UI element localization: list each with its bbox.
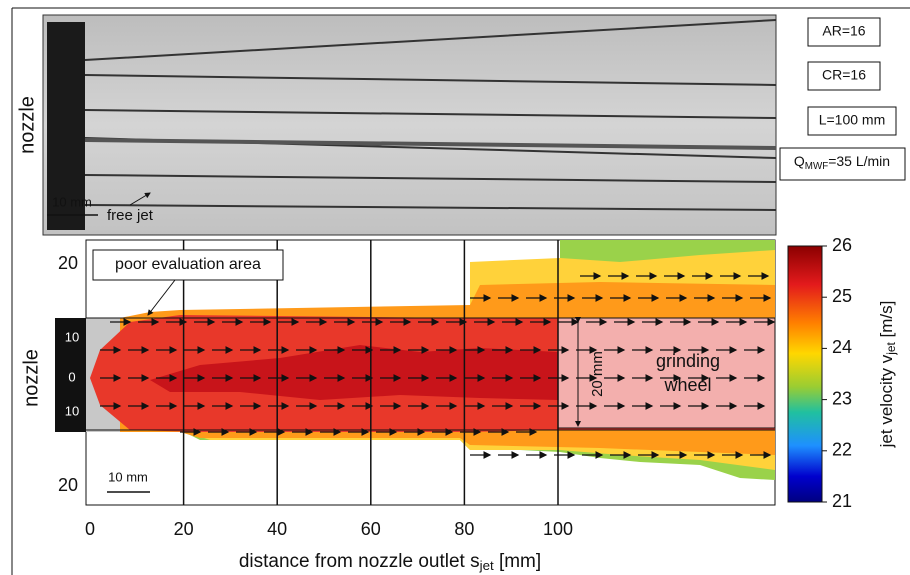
x-tick-label: 20 (174, 519, 194, 539)
text-part: =35 L/min (828, 153, 890, 169)
y-tick-label: 20 (58, 475, 78, 495)
text-part: jet (479, 558, 494, 573)
text-part: [m/s] (877, 301, 896, 343)
colorbar-tick-label: 21 (832, 491, 852, 511)
nozzle-tick-label: 10 (65, 329, 79, 344)
colorbar-label: jet velocity vjet [m/s] (877, 301, 898, 449)
colorbar-tick-label: 26 (832, 235, 852, 255)
x-tick-label: 60 (361, 519, 381, 539)
gap-label: 20 mm (589, 351, 606, 397)
text-part: distance from nozzle outlet s (239, 551, 480, 572)
nozzle-tick-label: 0 (68, 369, 75, 384)
plot-y-label: nozzle (20, 349, 42, 407)
x-tick-label: 40 (267, 519, 287, 539)
colorbar (788, 246, 822, 502)
colorbar-tick-label: 23 (832, 388, 852, 408)
param-label: L=100 mm (819, 112, 886, 128)
photo-y-label: nozzle (16, 96, 38, 154)
y-tick-label: 20 (58, 253, 78, 273)
text-part: jet velocity v (877, 354, 896, 448)
scale-label: 10 mm (52, 194, 92, 209)
scale-label: 10 mm (108, 469, 148, 484)
param-label: CR=16 (822, 67, 866, 83)
colorbar-tick-label: 22 (832, 440, 852, 460)
x-tick-label: 100 (543, 519, 573, 539)
param-label: AR=16 (822, 23, 865, 39)
text-part: [mm] (494, 551, 542, 572)
x-tick-label: 80 (454, 519, 474, 539)
x-tick-label: 0 (85, 519, 95, 539)
text-part: jet (884, 342, 898, 356)
x-axis-label: distance from nozzle outlet sjet [mm] (239, 551, 541, 573)
jet-photo (43, 15, 776, 235)
poor-label: poor evaluation area (115, 256, 261, 273)
figure: nozzle 10 mm free jet AR=16 CR=16 L=100 mm… (0, 0, 910, 575)
text-part: MWF (805, 161, 828, 172)
colorbar-tick-label: 25 (832, 286, 852, 306)
nozzle-tick-label: 10 (65, 403, 79, 418)
colorbar-tick-label: 24 (832, 337, 852, 357)
jet-label: free jet (107, 207, 154, 224)
text-part: Q (794, 153, 805, 169)
